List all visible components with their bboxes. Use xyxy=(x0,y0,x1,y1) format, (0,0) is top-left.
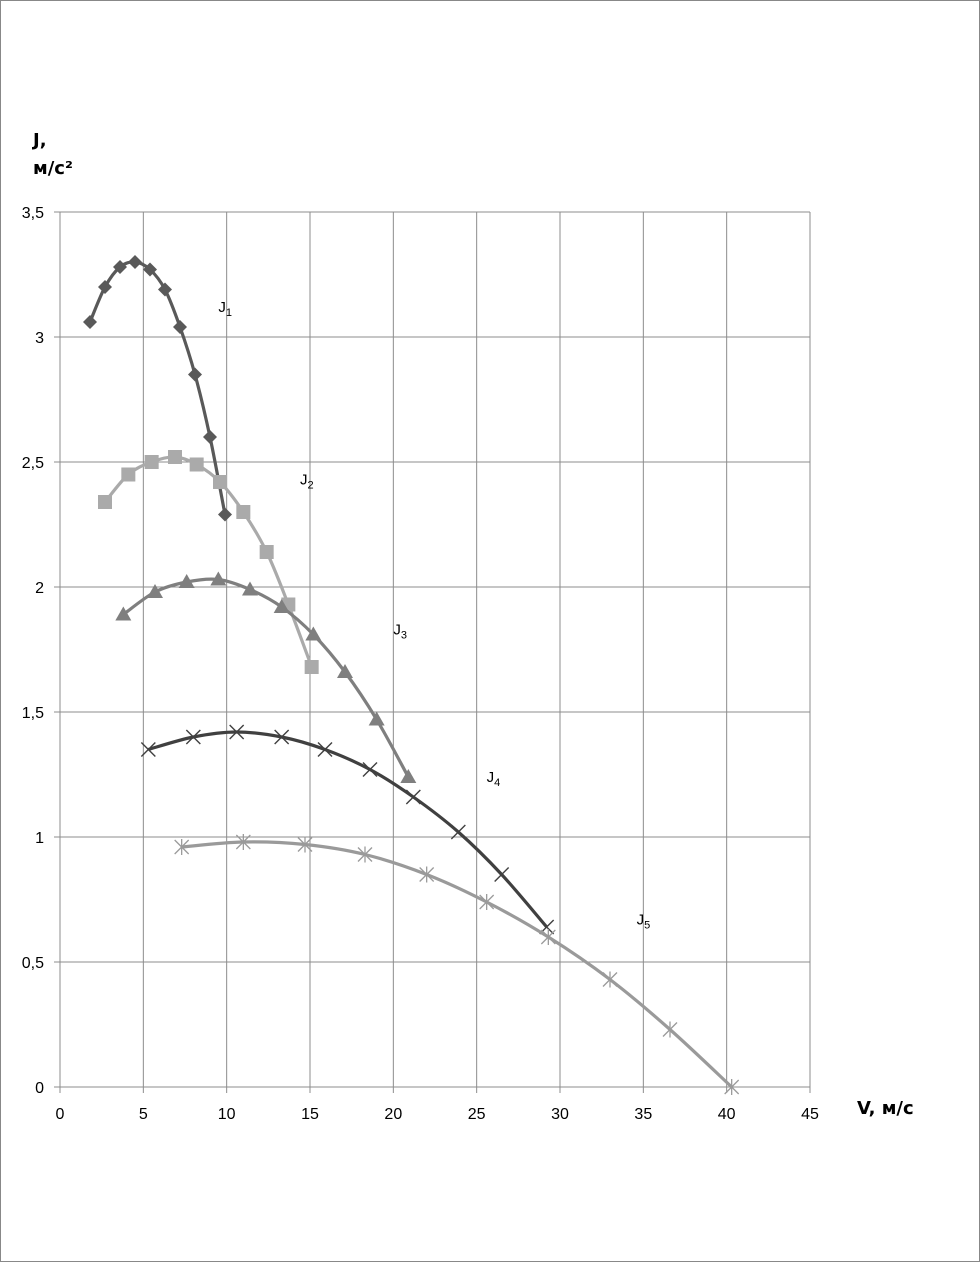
y-tick-label: 2,5 xyxy=(22,455,44,472)
data-point xyxy=(368,711,385,726)
data-point xyxy=(419,866,435,883)
y-tick-label: 0 xyxy=(35,1080,44,1097)
series-j4 xyxy=(140,724,555,935)
x-tick-label: 35 xyxy=(634,1106,652,1123)
y-axis-title-line2: м/с² xyxy=(33,158,73,179)
data-point xyxy=(236,505,251,519)
x-marker-stroke xyxy=(405,789,421,805)
series-j3 xyxy=(115,571,417,783)
data-point xyxy=(98,495,112,509)
data-point xyxy=(173,320,187,334)
data-point xyxy=(218,507,232,522)
data-point xyxy=(362,762,378,777)
data-point xyxy=(143,262,157,277)
data-point xyxy=(140,742,156,757)
data-point xyxy=(724,1079,740,1095)
data-point xyxy=(83,315,97,329)
x-tick-label: 5 xyxy=(139,1106,148,1123)
data-point xyxy=(229,724,245,740)
data-point xyxy=(128,255,142,269)
series-label-2: J2 xyxy=(300,472,314,492)
data-point xyxy=(337,664,353,678)
x-marker-stroke xyxy=(362,762,378,777)
data-point xyxy=(115,606,132,621)
series-line xyxy=(88,260,227,515)
series-label-3: J3 xyxy=(393,622,407,642)
data-point xyxy=(242,581,258,596)
data-point xyxy=(113,260,127,274)
data-point xyxy=(98,280,112,294)
data-point xyxy=(210,571,227,586)
x-tick-label: 10 xyxy=(218,1106,236,1123)
data-point xyxy=(494,867,510,882)
data-point xyxy=(121,467,136,482)
series-j2 xyxy=(98,450,319,674)
y-tick-label: 1 xyxy=(35,830,44,847)
x-tick-label: 30 xyxy=(551,1106,569,1123)
data-point xyxy=(274,729,290,745)
series-line xyxy=(181,840,733,1089)
x-marker-stroke xyxy=(450,824,466,840)
y-tick-label: 1,5 xyxy=(22,705,44,722)
x-marker-stroke xyxy=(140,742,156,757)
data-point xyxy=(203,430,217,444)
data-point xyxy=(357,846,373,863)
data-point xyxy=(235,834,251,850)
x-tick-label: 45 xyxy=(801,1106,819,1123)
x-marker-stroke xyxy=(185,729,201,745)
data-point xyxy=(147,584,163,598)
x-tick-label: 25 xyxy=(468,1106,486,1123)
data-point xyxy=(305,626,322,641)
data-point xyxy=(213,475,227,489)
data-point xyxy=(188,367,202,382)
x-tick-label: 15 xyxy=(301,1106,319,1123)
series-label-1: J1 xyxy=(218,299,232,319)
series-label-4: J4 xyxy=(487,769,501,789)
data-point xyxy=(189,457,204,472)
x-axis-title: V, м/с xyxy=(857,1098,914,1119)
y-tick-label: 0,5 xyxy=(22,955,44,972)
data-point xyxy=(602,971,618,988)
grid xyxy=(60,211,811,1087)
data-point xyxy=(185,729,201,745)
data-point xyxy=(273,599,290,613)
series-line xyxy=(147,730,548,929)
data-point xyxy=(178,574,195,588)
axes: 0 5 10 15 20 25 30 35 40 45 0 0,5 1 1,5 2 2,5 3 3,5 xyxy=(22,205,819,1123)
y-tick-label: 2 xyxy=(35,580,44,597)
x-marker-stroke xyxy=(494,867,510,882)
series-j5 xyxy=(174,834,740,1095)
y-tick-label: 3 xyxy=(35,330,44,347)
data-point xyxy=(540,929,556,945)
series-line xyxy=(103,455,314,668)
x-tick-label: 0 xyxy=(56,1106,65,1123)
data-point xyxy=(450,824,466,840)
x-tick-label: 40 xyxy=(718,1106,736,1123)
data-point xyxy=(405,789,421,805)
series-label-5: J5 xyxy=(637,912,651,932)
x-tick-label: 20 xyxy=(384,1106,402,1123)
series-line xyxy=(122,577,410,778)
y-axis-title-line1: J, xyxy=(31,130,47,151)
data-point xyxy=(317,742,333,757)
data-point xyxy=(144,455,159,469)
data-point xyxy=(304,660,319,674)
data-point xyxy=(400,769,417,783)
x-marker-stroke xyxy=(229,724,245,740)
series-layer xyxy=(83,255,740,1095)
data-point xyxy=(158,282,172,297)
series-j1 xyxy=(83,255,232,522)
data-point xyxy=(168,450,182,464)
data-point xyxy=(259,545,274,559)
data-point xyxy=(174,839,190,855)
x-marker-stroke xyxy=(274,729,290,745)
series-labels: J1 J2 J3 J4 J5 xyxy=(218,299,650,932)
y-tick-label: 3,5 xyxy=(22,205,44,222)
data-point xyxy=(662,1021,678,1038)
x-marker-stroke xyxy=(317,742,333,757)
data-point xyxy=(297,836,313,853)
data-point xyxy=(479,894,495,910)
